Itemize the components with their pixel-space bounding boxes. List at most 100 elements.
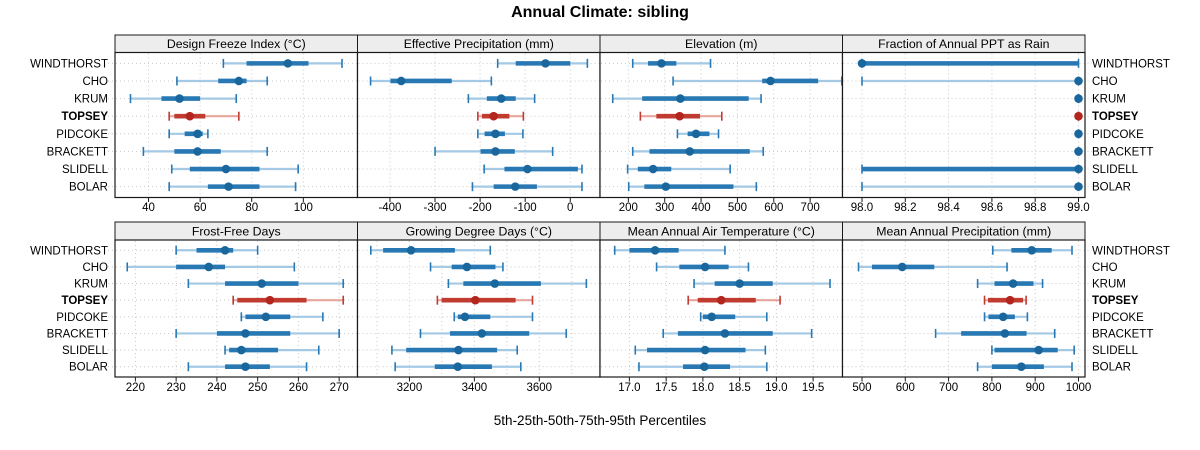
site-label-right-slidell: SLIDELL [1092,164,1139,176]
median-dot-slidell [221,164,231,174]
axis-tick-label: 18.0 [692,382,714,394]
axis-tick-label: 220 [126,382,145,394]
panel-title-elevation-m: Elevation (m) [685,37,757,51]
median-dot-windthorst [650,245,660,255]
median-dot-cho [204,262,214,272]
median-dot-bolar [700,362,709,372]
axis-tick-label: -200 [469,202,492,214]
median-dot-windthorst [283,59,293,68]
site-label-right-pidcoke: PIDCOKE [1092,129,1144,141]
axis-tick-label: 40 [142,202,155,214]
median-dot-topsey [716,295,726,305]
axis-tick-label: 700 [939,382,958,394]
median-dot-pidcoke [707,312,716,322]
panel-title-fraction-of-annual-ppt-as-rain: Fraction of Annual PPT as Rain [878,37,1050,51]
median-dot-slidell [700,345,710,355]
median-dot-pidcoke [261,312,271,322]
median-dot-krum [1008,279,1018,288]
site-label-right-topsey: TOPSEY [1092,111,1139,123]
axis-tick-label: 60 [194,202,207,214]
panel-title-growing-degree-days-c: Growing Degree Days (°C) [406,224,552,238]
median-dot-windthorst [857,59,867,68]
median-dot-bolar [661,182,671,191]
axis-tick-label: 400 [691,202,710,214]
median-dot-brackett [491,147,500,156]
panel-elevation-m [599,51,844,199]
median-dot-pidcoke [1074,129,1083,139]
axis-tick-label: 900 [1026,382,1045,394]
site-label-left-bolar: BOLAR [69,182,108,194]
panel-frost-free-days [114,239,359,378]
median-dot-topsey [489,111,498,121]
site-label-left-slidell: SLIDELL [62,345,109,357]
page-title: Annual Climate: sibling [511,4,689,21]
median-dot-krum [175,94,184,103]
median-dot-slidell [523,164,532,174]
axis-tick-label: 100 [294,202,313,214]
axis-tick-label: 98.2 [894,202,916,214]
median-dot-krum [1074,94,1083,103]
axis-tick-label: 17.5 [655,382,677,394]
median-dot-topsey [675,111,684,121]
median-dot-krum [676,94,685,103]
site-label-right-brackett: BRACKETT [1092,328,1153,340]
site-label-right-cho: CHO [1092,76,1118,88]
axis-tick-label: 1000 [1066,382,1092,394]
site-label-right-slidell: SLIDELL [1092,345,1139,357]
site-label-right-bolar: BOLAR [1092,362,1131,374]
site-label-left-pidcoke: PIDCOKE [56,129,108,141]
median-dot-krum [490,279,500,288]
median-dot-topsey [471,295,480,305]
median-dot-slidell [1074,164,1083,174]
median-dot-topsey [185,111,195,121]
median-dot-brackett [193,147,202,156]
axis-tick-label: 500 [852,382,871,394]
axis-tick-label: 500 [728,202,747,214]
median-dot-windthorst [541,59,550,68]
median-dot-windthorst [220,245,230,255]
median-dot-brackett [1074,147,1083,156]
site-label-left-brackett: BRACKETT [47,146,108,158]
median-dot-pidcoke [193,129,202,139]
site-label-right-cho: CHO [1092,262,1118,274]
median-dot-topsey [1074,111,1083,121]
median-dot-brackett [685,147,695,156]
site-label-left-windthorst: WINDTHORST [30,245,108,257]
median-dot-bolar [241,362,250,372]
axis-tick-label: 600 [764,202,783,214]
axis-tick-label: 80 [245,202,258,214]
panel-mean-annual-air-temperature-c [599,239,844,378]
median-dot-slidell [454,345,463,355]
axis-tick-label: 800 [982,382,1001,394]
axis-tick-label: -400 [378,202,401,214]
axis-tick-label: 700 [801,202,820,214]
site-label-left-krum: KRUM [74,94,108,106]
median-dot-topsey [1005,295,1015,305]
axis-tick-label: 200 [619,202,638,214]
axis-tick-label: 270 [330,382,349,394]
median-dot-bolar [510,182,520,191]
axis-tick-label: 230 [167,382,186,394]
panel-title-frost-free-days: Frost-Free Days [192,224,281,238]
panel-mean-annual-precipitation-mm [841,239,1086,378]
median-dot-cho [766,76,775,86]
site-label-left-bolar: BOLAR [69,362,108,374]
axis-tick-label: 0 [567,202,573,214]
median-dot-pidcoke [491,129,500,139]
median-dot-slidell [1034,345,1043,355]
site-label-left-cho: CHO [82,262,108,274]
panel-title-design-freeze-index-c: Design Freeze Index (°C) [167,37,306,51]
panel-title-effective-precipitation-mm: Effective Precipitation (mm) [404,37,554,51]
median-dot-pidcoke [691,129,701,139]
site-label-right-bolar: BOLAR [1092,182,1131,194]
site-label-left-pidcoke: PIDCOKE [56,312,108,324]
median-dot-brackett [720,329,730,338]
site-label-left-windthorst: WINDTHORST [30,58,108,70]
median-dot-pidcoke [460,312,470,322]
axis-tick-label: -100 [514,202,537,214]
median-dot-bolar [224,182,233,191]
axis-tick-label: 19.5 [802,382,824,394]
median-dot-cho [700,262,710,272]
panel-growing-degree-days-c [356,239,601,378]
axis-tick-label: 3600 [526,382,552,394]
